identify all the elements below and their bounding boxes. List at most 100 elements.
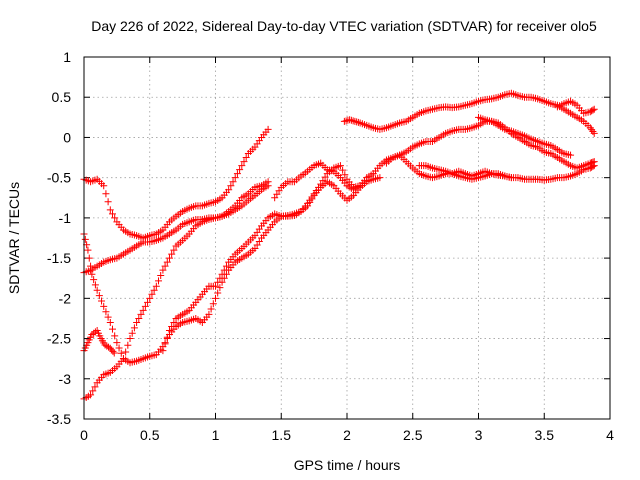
data-point — [124, 341, 132, 349]
data-point — [216, 284, 224, 292]
data-point — [229, 178, 237, 186]
x-axis-label: GPS time / hours — [294, 457, 401, 473]
data-point — [168, 250, 176, 258]
series-track-a — [80, 125, 272, 242]
data-point — [113, 339, 121, 347]
data-points — [80, 89, 598, 403]
y-tick-label: -3.5 — [47, 411, 71, 427]
data-point — [109, 347, 117, 355]
data-point — [218, 270, 226, 278]
data-point — [111, 332, 119, 340]
data-point — [101, 341, 109, 349]
data-point — [130, 324, 138, 332]
data-point — [155, 277, 163, 285]
y-tick-label: 0 — [63, 129, 71, 145]
data-point — [216, 274, 224, 282]
x-tick-label: 1.5 — [272, 427, 292, 443]
data-point — [144, 298, 152, 306]
data-point — [212, 282, 219, 290]
series-track-i — [415, 162, 515, 183]
data-point — [87, 391, 95, 399]
data-point — [103, 342, 111, 350]
y-tick-label: 0.5 — [52, 89, 72, 105]
y-tick-label: -2 — [59, 290, 72, 306]
series-track-g — [271, 117, 598, 202]
data-point — [117, 349, 125, 357]
data-point — [141, 302, 149, 310]
series-track-b — [80, 178, 272, 277]
data-point — [264, 125, 272, 133]
data-point — [88, 331, 96, 339]
data-point — [106, 318, 114, 326]
data-point — [89, 387, 97, 395]
data-point — [152, 282, 160, 290]
data-point — [111, 214, 119, 222]
x-tick-label: 4 — [606, 427, 614, 443]
data-point — [133, 318, 141, 326]
data-point — [170, 246, 178, 254]
data-point — [128, 329, 136, 337]
data-point — [84, 246, 92, 254]
chart-title: Day 226 of 2022, Sidereal Day-to-day VTE… — [91, 18, 597, 34]
data-point — [353, 118, 361, 126]
data-point — [91, 328, 99, 336]
data-point — [339, 166, 347, 174]
x-tick-label: 2 — [343, 427, 351, 443]
data-point — [110, 349, 118, 357]
data-point — [90, 276, 98, 284]
data-point — [88, 270, 96, 278]
data-point — [236, 166, 244, 174]
series-track-j — [340, 89, 598, 137]
data-point — [168, 322, 176, 330]
data-point — [264, 182, 272, 190]
series-track-d — [80, 182, 272, 403]
data-point — [233, 170, 241, 178]
x-tick-label: 2.5 — [403, 427, 423, 443]
data-point — [87, 262, 95, 270]
data-point — [589, 162, 597, 170]
data-point — [567, 151, 575, 159]
series-track-k — [475, 113, 575, 159]
data-point — [122, 348, 130, 356]
data-point — [108, 325, 116, 333]
axis-ticks: 0 0.5 1 1.5 2 2.5 3 3.5 4 1 0.5 0 -0.5 -1 -1.5 -2 -2.5 -3… — [47, 49, 614, 443]
data-point — [108, 210, 116, 218]
data-point — [161, 340, 169, 348]
data-point — [342, 117, 350, 125]
data-point — [340, 117, 348, 125]
data-point — [209, 300, 217, 308]
data-point — [126, 335, 134, 343]
data-point — [98, 297, 106, 305]
data-point — [104, 198, 112, 206]
data-point — [220, 266, 228, 274]
data-point — [347, 116, 355, 124]
series-track-c — [80, 174, 384, 367]
data-point — [214, 278, 222, 286]
data-point — [205, 310, 213, 318]
data-point — [159, 266, 167, 274]
y-tick-label: -0.5 — [47, 170, 71, 186]
data-point — [104, 313, 112, 321]
data-point — [222, 262, 230, 270]
data-point — [165, 254, 173, 262]
data-point — [590, 129, 598, 137]
data-point — [137, 310, 145, 318]
data-point — [349, 117, 357, 125]
data-point — [146, 294, 154, 302]
data-point — [354, 118, 362, 126]
data-point — [106, 206, 114, 214]
data-point — [231, 174, 239, 182]
x-tick-label: 0.5 — [140, 427, 160, 443]
data-point — [135, 314, 143, 322]
data-point — [115, 344, 123, 352]
x-tick-label: 1 — [212, 427, 220, 443]
data-point — [590, 162, 598, 170]
data-point — [351, 117, 359, 125]
x-tick-label: 3 — [475, 427, 483, 443]
data-point — [150, 286, 158, 294]
data-point — [238, 162, 246, 170]
data-point — [589, 106, 597, 114]
data-point — [227, 182, 235, 190]
data-point — [590, 105, 598, 113]
